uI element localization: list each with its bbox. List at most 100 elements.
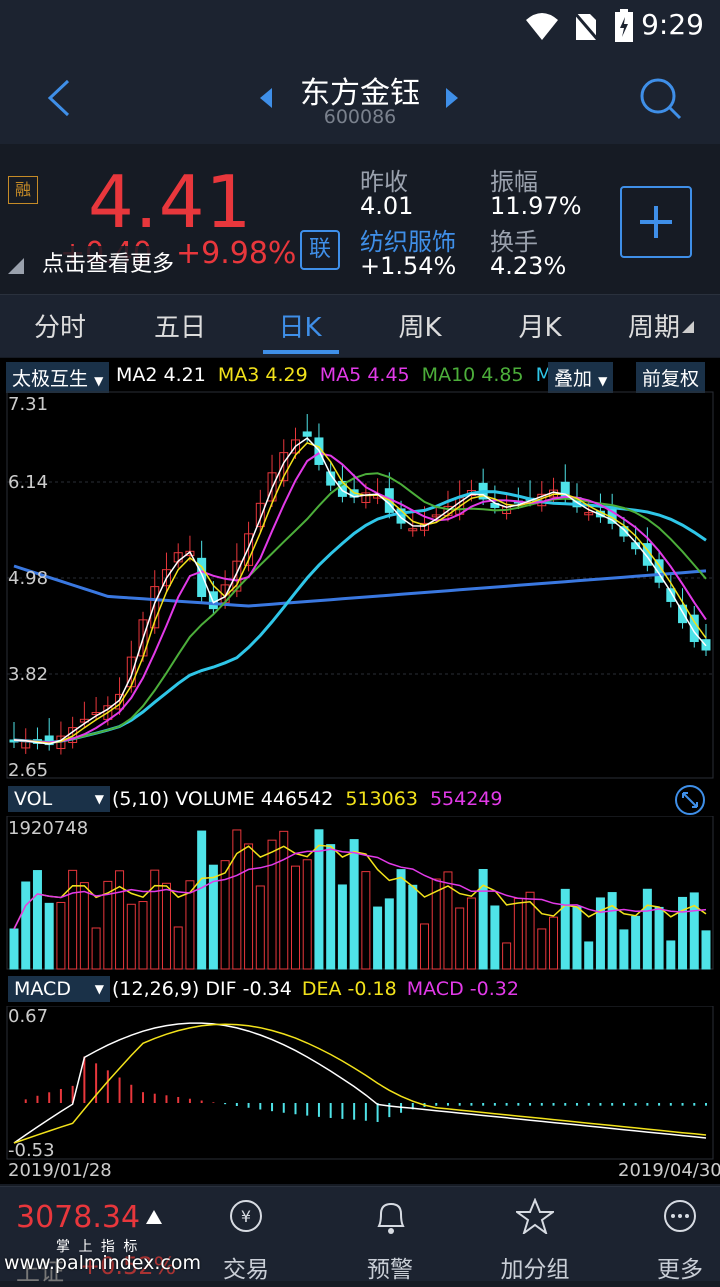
volume-bar <box>384 898 394 970</box>
bell-icon[interactable] <box>373 1198 409 1236</box>
index-up-icon <box>146 1210 162 1224</box>
macd-chart[interactable] <box>0 1006 720 1160</box>
period-dropdown-icon <box>682 321 694 333</box>
volume-bar <box>173 926 183 970</box>
volume-bar <box>619 929 629 970</box>
volume-bar <box>21 881 31 970</box>
overlay-selector[interactable]: 叠加 ▼ <box>548 362 614 393</box>
volume-bar <box>420 923 430 970</box>
search-icon[interactable] <box>638 76 682 120</box>
ma3-value: 4.29 <box>265 364 308 386</box>
nav-alert[interactable]: 预警 <box>367 1257 413 1283</box>
volume-bar <box>79 882 89 970</box>
watermark: www.palmindex.com <box>4 1252 202 1274</box>
volume-bar <box>431 878 441 970</box>
volume-bar <box>138 901 148 970</box>
ma-legend: MA2 4.21 MA3 4.29 MA5 4.45 MA10 4.85 MA2 <box>116 364 548 386</box>
period-tabs: 分时 五日 日K 周K 月K 周期 <box>0 294 720 357</box>
ma5-label: MA5 <box>319 364 362 386</box>
volume-bar <box>513 897 523 970</box>
more-icon[interactable] <box>662 1198 698 1234</box>
nav-more[interactable]: 更多 <box>657 1257 703 1283</box>
volume-bar <box>361 871 371 970</box>
plus-icon <box>640 206 672 238</box>
amplitude-value: 11.97% <box>490 192 582 220</box>
dea-label: DEA <box>301 978 342 1000</box>
candle <box>361 492 371 503</box>
nav-add-group[interactable]: 加分组 <box>500 1257 570 1283</box>
tab-minute[interactable]: 分时 <box>33 313 86 343</box>
volume-bar <box>396 869 406 970</box>
no-sim-icon <box>572 11 600 41</box>
current-price: 4.41 <box>88 160 253 244</box>
volume-selector[interactable]: VOL ▼ <box>8 786 110 812</box>
battery-charging-icon <box>615 9 633 42</box>
macd-label: MACD <box>406 978 464 1000</box>
candle <box>619 526 629 537</box>
kline-axis-mid2: 4.98 <box>8 568 49 589</box>
volume-bar <box>584 941 594 970</box>
volume-bar <box>56 901 66 970</box>
volume-bar <box>326 844 336 970</box>
stock-name: 东方金钰 <box>300 76 420 111</box>
index-value[interactable]: 3078.34 <box>16 1200 141 1235</box>
candle <box>150 586 160 629</box>
add-watchlist-button[interactable] <box>620 186 692 258</box>
tab-five-day[interactable]: 五日 <box>153 313 206 343</box>
volume-bar <box>607 892 617 970</box>
kline-axis-bottom: 2.65 <box>8 760 49 781</box>
volume-bar <box>9 928 19 970</box>
volume-bar <box>126 903 136 970</box>
index-caption: 掌 上 指 标 <box>56 1239 140 1255</box>
volume-params: (5,10) <box>112 788 170 810</box>
kline-axis-top: 7.31 <box>8 394 49 415</box>
ma10-value: 4.85 <box>481 364 524 386</box>
volume-bar <box>68 869 78 970</box>
tab-monthly-k[interactable]: 月K <box>518 313 562 343</box>
indicator-selector-label: 太极互生 <box>12 368 89 390</box>
svg-text:¥: ¥ <box>241 1207 251 1226</box>
more-hint[interactable]: 点击查看更多 <box>40 246 177 278</box>
tab-weekly-k[interactable]: 周K <box>398 313 442 343</box>
trade-icon[interactable]: ¥ <box>228 1198 264 1234</box>
next-stock-icon[interactable] <box>444 88 460 108</box>
candle <box>255 502 265 528</box>
nav-trade[interactable]: 交易 <box>223 1257 269 1283</box>
clock: 9:29 <box>641 8 704 41</box>
volume-bar <box>44 902 54 970</box>
volume-bar <box>337 884 347 970</box>
fullscreen-icon[interactable] <box>674 784 706 816</box>
kline-chart[interactable] <box>0 390 720 780</box>
volume-selector-label: VOL <box>14 788 53 810</box>
adjust-selector[interactable]: 前复权 <box>636 362 706 393</box>
volume-bar <box>455 907 465 970</box>
dif-label: DIF <box>205 978 237 1000</box>
volume-bar <box>220 860 230 970</box>
back-icon[interactable] <box>46 78 72 118</box>
volume-bar <box>525 891 535 970</box>
dropdown-icon: ▼ <box>94 982 104 996</box>
prev-stock-icon[interactable] <box>258 88 274 108</box>
macd-selector[interactable]: MACD ▼ <box>8 976 110 1002</box>
candle <box>115 693 125 710</box>
star-icon[interactable] <box>516 1198 554 1234</box>
industry-link[interactable]: 纺织服饰 <box>360 228 456 256</box>
tab-period[interactable]: 周期 <box>627 313 680 343</box>
candle <box>420 522 430 531</box>
volume-bar <box>654 906 664 970</box>
macd-axis-bottom: -0.53 <box>8 1140 55 1161</box>
volume-bar <box>150 869 160 970</box>
dif-value: -0.34 <box>242 978 292 1000</box>
volume-bar <box>689 892 699 970</box>
volume-bar <box>32 870 42 970</box>
expand-corner-icon <box>8 258 24 274</box>
volume-bar <box>478 868 488 970</box>
tab-daily-k[interactable]: 日K <box>278 313 322 343</box>
stock-code: 600086 <box>323 106 397 128</box>
indicator-selector[interactable]: 太极互生 ▼ <box>6 362 110 393</box>
volume-bar <box>349 839 359 970</box>
volume-chart[interactable] <box>0 816 720 970</box>
link-button[interactable]: 联 <box>300 230 340 270</box>
volume-bar <box>549 916 559 970</box>
volume-bar <box>185 880 195 970</box>
